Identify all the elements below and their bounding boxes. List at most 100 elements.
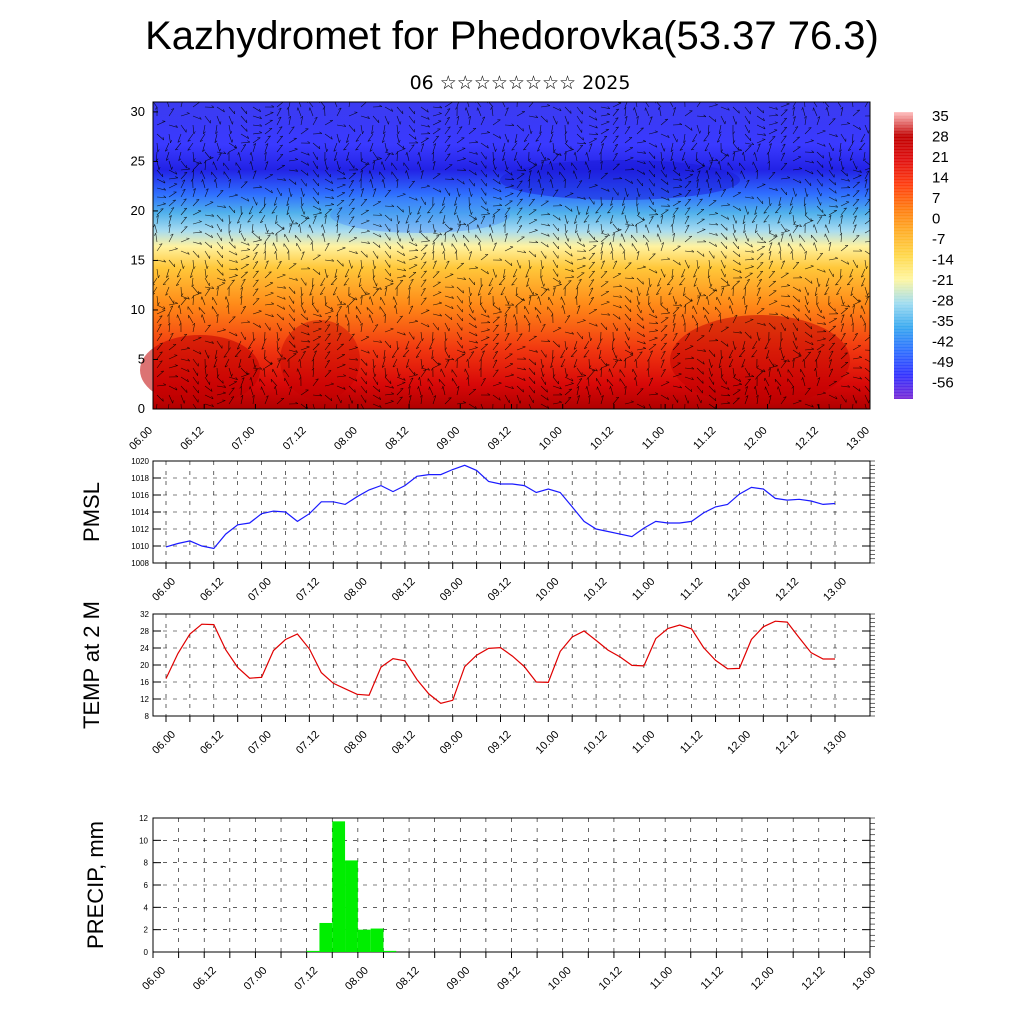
xtick-label: 06.00 <box>140 965 168 993</box>
precip-bar <box>383 950 397 952</box>
xtick-label: 09.12 <box>486 729 514 757</box>
section-ytick-label: 25 <box>131 153 145 168</box>
xtick-label: 06.00 <box>150 576 178 604</box>
wind-vectors <box>153 102 870 409</box>
xtick-label: 13.00 <box>821 729 849 757</box>
colorbar-label: -28 <box>932 293 954 310</box>
xtick-label: 13.00 <box>850 965 878 993</box>
xtick-label: 07.12 <box>292 965 320 993</box>
colorbar: 35 28 21 14 7 0 -7 -14 -21 -28 -35 -42 -49 -56 <box>894 108 954 399</box>
section-xtick-label: 07.12 <box>281 425 309 453</box>
xtick-label: 09.00 <box>444 965 472 993</box>
ytick-label: 1014 <box>131 508 149 517</box>
ytick-label: 1008 <box>131 559 149 568</box>
section-xtick-label: 09.00 <box>434 425 462 453</box>
xtick-label: 09.12 <box>486 576 514 604</box>
axis-ylabel: PMSL <box>79 482 104 542</box>
xtick-label: 10.12 <box>582 576 610 604</box>
colorbar-label: -56 <box>932 375 954 392</box>
section-xtick-label: 08.12 <box>383 425 411 453</box>
xtick-label: 12.12 <box>773 729 801 757</box>
xtick-label: 12.12 <box>799 965 827 993</box>
xtick-label: 07.12 <box>294 729 322 757</box>
section-blob <box>670 315 850 405</box>
section-ytick-label: 20 <box>131 203 145 218</box>
section-ytick-label: 0 <box>138 401 145 416</box>
page-title: Kazhydromet for Phedorovka(53.37 76.3) <box>145 14 879 58</box>
section-ytick-label: 15 <box>131 252 145 267</box>
section-xtick-label: 12.00 <box>742 425 770 453</box>
axis-ylabel: PRECIP, mm <box>83 821 108 949</box>
ytick-label: 16 <box>140 678 149 687</box>
section-xtick-label: 10.00 <box>537 425 565 453</box>
xtick-label: 09.12 <box>495 965 523 993</box>
xtick-label: 06.12 <box>198 576 226 604</box>
section-ytick-label: 10 <box>131 302 145 317</box>
section-xtick-label: 07.00 <box>230 425 258 453</box>
ytick-label: 1010 <box>131 542 149 551</box>
xtick-label: 12.12 <box>773 576 801 604</box>
colorbar-label: -14 <box>932 252 954 269</box>
precip-bar <box>357 929 371 952</box>
ytick-label: 1012 <box>131 525 149 534</box>
xtick-label: 11.12 <box>678 576 705 603</box>
xtick-label: 06.12 <box>191 965 219 993</box>
section-xtick-label: 10.12 <box>588 425 616 453</box>
xtick-label: 07.00 <box>246 729 274 757</box>
section-blob <box>500 160 740 200</box>
ytick-label: 6 <box>144 881 149 890</box>
precip-bar <box>306 950 320 952</box>
xtick-label: 11.12 <box>699 965 726 992</box>
precip-bar <box>332 821 346 952</box>
xtick-label: 12.00 <box>725 729 753 757</box>
section-xtick-label: 13.00 <box>844 425 872 453</box>
ytick-label: 20 <box>140 661 149 670</box>
xtick-label: 06.12 <box>198 729 226 757</box>
xtick-label: 10.00 <box>546 965 574 993</box>
xtick-label: 12.00 <box>725 576 753 604</box>
xtick-label: 08.00 <box>342 576 370 604</box>
xtick-label: 08.12 <box>394 965 422 993</box>
section-xtick-label: 08.00 <box>332 425 360 453</box>
ytick-label: 32 <box>140 610 149 619</box>
section-ytick-label: 5 <box>138 351 145 366</box>
ytick-label: 8 <box>145 712 150 721</box>
section-xtick-label: 06.00 <box>127 425 155 453</box>
ytick-label: 1016 <box>131 491 149 500</box>
xtick-label: 08.00 <box>342 729 370 757</box>
series-line <box>165 464 836 550</box>
pmsl-panel: 1008 1010 1012 1014 1016 1018 1020 PMSL 06.00 06.… <box>79 457 875 604</box>
colorbar-label: 21 <box>932 149 949 166</box>
ytick-label: 12 <box>140 695 149 704</box>
xtick-label: 11.00 <box>630 576 657 603</box>
ytick-label: 2 <box>144 926 149 935</box>
xtick-label: 12.00 <box>749 965 777 993</box>
precip-panel: 0 2 4 6 8 10 12 PRECIP, mm 06.00 06.12 07.00 07.12 0… <box>83 814 878 993</box>
xtick-label: 08.12 <box>390 729 418 757</box>
section-xtick-label: 06.12 <box>178 425 206 453</box>
cross-section-panel: 0 5 10 15 20 25 30 06.00 06.12 07.00 07.12 08.00 08.… <box>127 101 872 453</box>
xtick-label: 13.00 <box>821 576 849 604</box>
page-subtitle: 06 ☆☆☆☆☆☆☆☆ 2025 <box>409 72 631 94</box>
xtick-label: 10.00 <box>534 576 562 604</box>
colorbar-label: -42 <box>932 334 954 351</box>
section-blob <box>140 335 260 405</box>
xtick-label: 08.00 <box>343 965 371 993</box>
colorbar-label: -35 <box>932 313 954 330</box>
temp-panel: 8 12 16 20 24 28 32 TEMP at 2 M 06.00 06.12 07.00 0… <box>79 601 875 757</box>
ytick-label: 4 <box>144 903 149 912</box>
ytick-label: 10 <box>139 836 148 845</box>
xtick-label: 10.00 <box>534 729 562 757</box>
colorbar-label: -21 <box>932 272 954 289</box>
xtick-label: 07.12 <box>294 576 322 604</box>
xtick-label: 09.00 <box>438 729 466 757</box>
colorbar-label: -49 <box>932 354 954 371</box>
section-blob <box>280 320 360 400</box>
ytick-label: 12 <box>139 814 148 823</box>
ytick-label: 1018 <box>131 474 149 483</box>
precip-bar <box>345 860 358 952</box>
colorbar-label: -7 <box>932 231 945 248</box>
section-ytick-label: 30 <box>131 104 145 119</box>
xtick-label: 06.00 <box>150 729 178 757</box>
